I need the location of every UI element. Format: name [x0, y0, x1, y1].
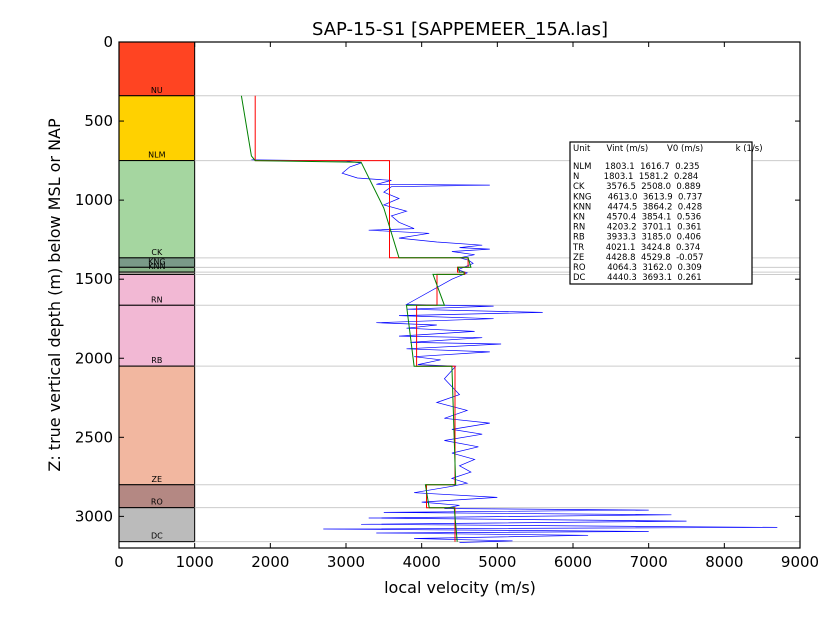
chart-title: SAP-15-S1 [SAPPEMEER_15A.las]	[312, 19, 608, 40]
legend-row: KNG 4613.0 3613.9 0.737	[573, 192, 702, 202]
legend-row: ZE 4428.8 4529.8 -0.057	[573, 253, 704, 263]
formation-block	[118, 160, 196, 259]
legend-row: N 1803.1 1581.2 0.284	[573, 172, 698, 182]
formation-label: RN	[151, 295, 163, 304]
fit-velocity-line	[240, 95, 472, 542]
y-tick-label: 2000	[75, 349, 113, 367]
y-tick-label: 1500	[75, 270, 113, 288]
x-tick-label: 4000	[403, 553, 441, 571]
legend-box: Unit Vint (m/s) V0 (m/s) k (1/s) NLM 1803…	[569, 141, 763, 285]
formation-block	[118, 365, 196, 486]
legend-frame	[569, 141, 753, 285]
legend-row: DC 4440.3 3693.1 0.261	[573, 273, 702, 283]
formation-label: CK	[151, 248, 163, 257]
legend-row: NLM 1803.1 1616.7 0.235	[573, 162, 700, 172]
legend-row: RB 3933.3 3185.0 0.406	[573, 233, 701, 243]
formation-label: NU	[151, 86, 163, 95]
x-tick-label: 2000	[251, 553, 289, 571]
legend-row: RO 4064.3 3162.0 0.309	[573, 263, 702, 273]
axis-ticks: 0 1000 2000 3000 4000 5000 6000 7000 8000 9000 0 50…	[75, 33, 819, 571]
x-tick-label: 0	[114, 553, 124, 571]
formation-label: KNN	[148, 262, 165, 271]
x-tick-label: 6000	[554, 553, 592, 571]
formation-label: DC	[151, 532, 163, 541]
x-tick-label: 1000	[176, 553, 214, 571]
x-tick-label: 5000	[478, 553, 516, 571]
formation-block	[118, 95, 196, 162]
velocity-log-line	[251, 159, 778, 543]
y-tick-label: 1000	[75, 191, 113, 209]
legend-row: TR 4021.1 3424.8 0.374	[572, 243, 700, 253]
formation-label: KNG	[148, 257, 165, 266]
x-tick-label: 7000	[630, 553, 668, 571]
legend-header: Unit Vint (m/s) V0 (m/s) k (1/s)	[573, 144, 763, 154]
formation-label: NLM	[148, 151, 165, 160]
x-axis-title: local velocity (m/s)	[384, 578, 536, 597]
formation-block	[118, 41, 196, 97]
legend-row: KN 4570.4 3854.1 0.536	[573, 213, 701, 223]
data-series	[240, 95, 778, 543]
legend-row: RN 4203.2 3701.1 0.361	[573, 223, 702, 233]
legend-row: CK 3576.5 2508.0 0.889	[573, 182, 701, 192]
y-axis-title: Z: true vertical depth (m) below MSL or …	[45, 118, 64, 472]
formation-boundaries	[194, 95, 800, 543]
legend-row: KNN 4474.5 3864.2 0.428	[573, 202, 702, 212]
x-tick-label: 9000	[781, 553, 819, 571]
x-tick-label: 3000	[327, 553, 365, 571]
y-tick-label: 0	[103, 33, 113, 51]
x-tick-label: 8000	[705, 553, 743, 571]
y-tick-label: 500	[84, 112, 113, 130]
formation-label: RB	[151, 356, 162, 365]
plot-frame	[118, 41, 801, 549]
y-tick-label: 3000	[75, 507, 113, 525]
formation-block	[118, 304, 196, 367]
formation-label: RO	[151, 498, 163, 507]
formation-label: ZE	[152, 475, 163, 484]
y-tick-label: 2500	[75, 428, 113, 446]
